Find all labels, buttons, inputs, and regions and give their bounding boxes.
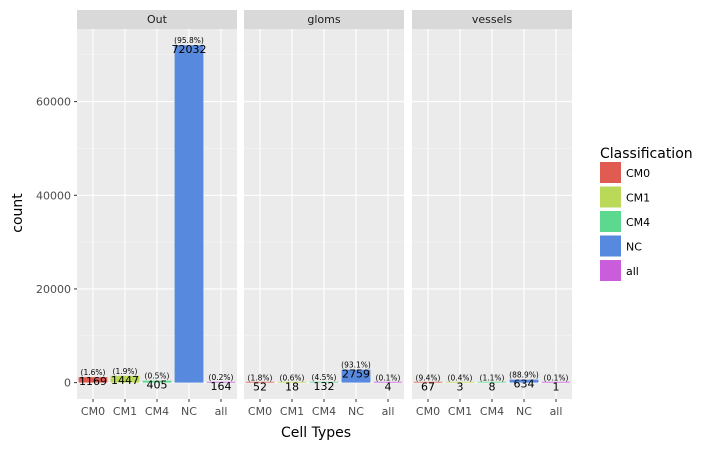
percent-label: (93.1%)	[341, 361, 371, 370]
facet-vessels: 67(9.4%) 3(0.4%) 8(1.1%) 634(88.9%) 1(0.1%) v…	[412, 10, 572, 418]
bar-cm4	[142, 380, 172, 383]
percent-label: (1.1%)	[480, 374, 505, 383]
percent-label: (88.9%)	[509, 371, 539, 380]
percent-label: (0.1%)	[376, 374, 401, 383]
legend-title: Classification	[600, 146, 693, 162]
facet-gloms: 52(1.8%) 18(0.6%) 132(4.5%) 2759(93.1%) 4(0.…	[244, 10, 404, 418]
legend-key-nc	[600, 235, 621, 257]
percent-label: (0.5%)	[145, 372, 170, 381]
y-tick-label: 60000	[36, 96, 71, 109]
bar-nc	[341, 369, 371, 383]
x-tick-label: CM4	[145, 405, 169, 418]
x-tick-label: all	[382, 405, 395, 418]
bar-cm0	[413, 381, 443, 383]
percent-label: (1.9%)	[113, 367, 138, 376]
legend-key-cm1	[600, 186, 621, 208]
x-tick-label: CM4	[480, 405, 504, 418]
count-label: 405	[147, 379, 168, 392]
x-tick-label: CM0	[81, 405, 105, 418]
facet-out: 1169(1.6%) 1447(1.9%) 405(0.5%) 72032(95.8%…	[77, 10, 237, 418]
bar-nc	[174, 45, 204, 383]
count-label: 2759	[342, 368, 370, 381]
facet-strip	[244, 10, 404, 29]
percent-label: (0.1%)	[544, 374, 569, 383]
legend-label: CM1	[626, 192, 650, 205]
x-tick-label: NC	[516, 405, 532, 418]
bar-all	[373, 381, 403, 383]
y-tick-label: 0	[64, 377, 71, 390]
bar-cm1	[110, 375, 140, 383]
x-tick-label: CM0	[248, 405, 272, 418]
count-label: 8	[489, 381, 496, 394]
y-tick-label: 40000	[36, 189, 71, 202]
y-axis: 0 20000 40000 60000	[36, 96, 77, 390]
facet-panels: 1169(1.6%) 1447(1.9%) 405(0.5%) 72032(95.8%…	[77, 10, 572, 418]
bar-cm1	[445, 381, 475, 383]
percent-label: (0.4%)	[448, 374, 473, 383]
bar-cm0	[78, 377, 108, 383]
legend-label: CM0	[626, 167, 650, 180]
percent-label: (0.2%)	[209, 373, 234, 382]
x-tick-label: CM1	[280, 405, 304, 418]
legend: Classification CM0 CM1 CM4 NC all	[600, 146, 693, 281]
percent-label: (4.5%)	[312, 373, 337, 382]
facet-strip-label: vessels	[472, 13, 513, 26]
x-tick-label: CM1	[113, 405, 137, 418]
x-tick-label: all	[215, 405, 228, 418]
count-label: 132	[314, 380, 335, 393]
legend-label: all	[626, 265, 639, 278]
percent-label: (1.6%)	[81, 368, 106, 377]
x-tick-label: CM1	[448, 405, 472, 418]
x-axis-title: Cell Types	[281, 425, 351, 441]
percent-label: (0.6%)	[280, 374, 305, 383]
count-label: 634	[514, 378, 535, 391]
facet-strip	[77, 10, 237, 29]
bar-nc	[509, 379, 539, 383]
bar-cm4	[477, 381, 507, 383]
legend-label: CM4	[626, 216, 650, 229]
bar-cm0	[245, 381, 275, 383]
count-label: 1169	[79, 375, 107, 388]
x-tick-label: CM0	[416, 405, 440, 418]
x-tick-label: CM4	[312, 405, 336, 418]
facet-strip	[412, 10, 572, 29]
count-label: 1447	[111, 374, 139, 387]
legend-key-cm4	[600, 211, 621, 232]
count-label: 1	[553, 381, 560, 394]
x-tick-label: all	[550, 405, 563, 418]
count-label: 67	[421, 380, 435, 393]
facet-strip-label: Out	[147, 13, 168, 26]
bar-all	[206, 381, 236, 383]
percent-label: (95.8%)	[174, 36, 204, 45]
facet-strip-label: gloms	[307, 13, 340, 26]
legend-key-cm0	[600, 162, 621, 183]
count-label: 52	[253, 380, 267, 393]
bar-cm4	[309, 381, 339, 383]
y-axis-title: count	[10, 193, 26, 233]
count-label: 4	[385, 381, 392, 394]
legend-key-all	[600, 260, 621, 281]
y-tick-label: 20000	[36, 283, 71, 296]
count-label: 164	[211, 380, 232, 393]
percent-label: (1.8%)	[248, 373, 273, 382]
bar-all	[541, 381, 571, 383]
legend-label: NC	[626, 241, 642, 254]
x-tick-label: NC	[181, 405, 197, 418]
count-label: 3	[457, 381, 464, 394]
bar-cm1	[277, 381, 307, 383]
x-tick-label: NC	[348, 405, 364, 418]
count-label: 72032	[172, 43, 207, 56]
count-label: 18	[285, 381, 299, 394]
percent-label: (9.4%)	[416, 373, 441, 382]
